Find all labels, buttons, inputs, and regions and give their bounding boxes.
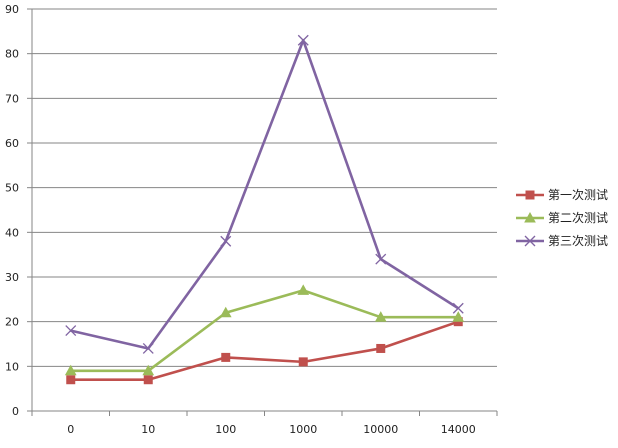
data-point — [452, 311, 465, 322]
data-point — [298, 357, 308, 367]
data-point — [219, 306, 232, 318]
gridlines — [32, 8, 497, 367]
y-tick-label: 50 — [5, 182, 19, 195]
legend-entry: 第二次测试 — [516, 210, 608, 225]
y-tick-label: 40 — [5, 226, 19, 239]
series-line — [70, 320, 459, 382]
legend-entry: 第一次测试 — [516, 187, 608, 202]
y-tick-labels: 0 10 20 30 40 50 60 70 80 90 — [5, 3, 19, 418]
x-tick-label: 10 — [141, 423, 155, 436]
marker-stroke — [524, 235, 536, 247]
legend-swatch-marker — [525, 190, 535, 200]
marker-stroke — [142, 343, 154, 354]
data-point — [374, 311, 387, 322]
data-point — [297, 34, 309, 46]
legend-swatch-marker — [524, 211, 536, 223]
y-tick-label: 0 — [12, 405, 19, 418]
x-tick-label: 100 — [215, 423, 236, 436]
legend-label: 第三次测试 — [548, 233, 608, 248]
y-tick-label: 20 — [5, 316, 19, 329]
y-tick-label: 60 — [5, 137, 19, 150]
legend-swatch-marker — [524, 235, 536, 247]
marker-stroke — [220, 235, 232, 247]
series-1 — [66, 317, 463, 385]
y-tick-label: 70 — [5, 92, 19, 105]
data-point — [297, 284, 310, 295]
x-tick-label: 1000 — [289, 423, 317, 436]
legend-label: 第二次测试 — [548, 210, 608, 225]
y-tick-label: 10 — [5, 360, 19, 373]
series-2 — [64, 284, 465, 376]
marker-stroke — [65, 325, 77, 337]
y-tick-label: 80 — [5, 48, 19, 61]
marker-stroke — [375, 253, 387, 265]
x-tick-labels: 0 10 100 1000 10000 14000 — [67, 423, 476, 436]
series-line — [70, 289, 459, 373]
series-3 — [65, 34, 464, 354]
x-tick-label: 0 — [67, 423, 74, 436]
data-point — [220, 235, 232, 247]
legend-entry: 第三次测试 — [516, 233, 608, 248]
legend-label: 第一次测试 — [548, 187, 608, 202]
y-tick-label: 30 — [5, 271, 19, 284]
data-point — [66, 375, 76, 385]
data-point — [142, 364, 155, 376]
data-point — [143, 375, 153, 385]
marker-stroke — [297, 34, 309, 46]
data-point — [376, 343, 386, 353]
x-tick-label: 14000 — [441, 423, 476, 436]
marker-stroke — [452, 302, 464, 314]
data-point — [452, 302, 464, 314]
axes — [27, 8, 498, 416]
data-point — [142, 343, 154, 354]
y-tick-label: 90 — [5, 3, 19, 16]
x-tick-label: 10000 — [363, 423, 398, 436]
series-group — [64, 34, 465, 385]
data-point — [64, 364, 77, 376]
data-point — [221, 352, 231, 362]
data-point — [375, 253, 387, 265]
series-line — [70, 38, 459, 350]
data-point — [65, 325, 77, 337]
